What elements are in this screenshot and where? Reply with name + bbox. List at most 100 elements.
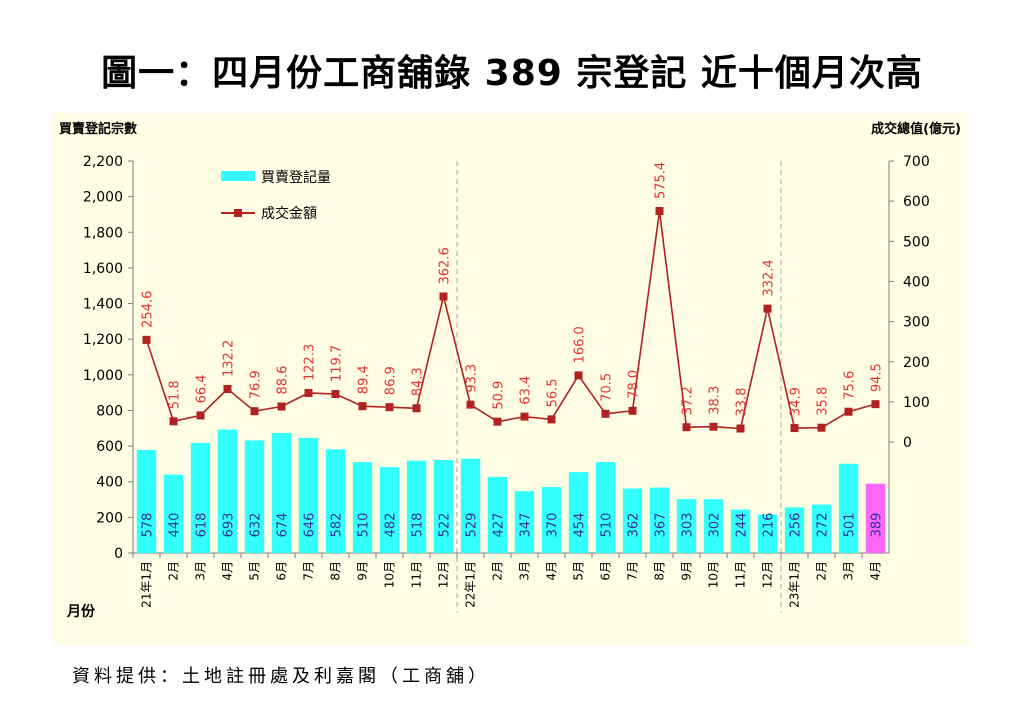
bar-value-label: 578 — [141, 513, 156, 538]
x-tick-label: 5月 — [572, 561, 586, 581]
line-value-label: 33.8 — [735, 388, 750, 417]
x-tick-label: 2月 — [491, 561, 505, 581]
bar-value-label: 632 — [249, 513, 264, 538]
line-marker — [331, 390, 340, 399]
legend-line-marker — [234, 209, 242, 217]
bar-value-label: 618 — [195, 513, 210, 538]
page-title: 圖一：四月份工商舖錄 389 宗登記 近十個月次高 — [101, 53, 923, 94]
bar — [244, 440, 265, 553]
line-value-label: 362.6 — [438, 247, 453, 284]
bar — [271, 432, 292, 553]
bar — [703, 499, 724, 553]
x-tick-label: 22年1月 — [464, 561, 478, 608]
line-marker — [196, 411, 205, 420]
bar — [136, 450, 157, 553]
bar-value-label: 362 — [627, 513, 642, 538]
y-left-tick-label: 1,800 — [83, 225, 123, 241]
line-marker — [790, 424, 799, 433]
line-marker — [169, 417, 178, 426]
bar-value-label: 646 — [303, 513, 318, 538]
x-tick-label: 2月 — [815, 561, 829, 581]
bar — [190, 442, 211, 553]
line-marker — [709, 422, 718, 431]
legend-bar-label: 買賣登記量 — [261, 169, 331, 186]
line-marker — [574, 371, 583, 380]
line-marker — [223, 385, 232, 394]
source-note: 資料提供：土地註冊處及利嘉閣（工商舖） — [72, 666, 490, 687]
bar — [730, 509, 751, 553]
y-left-tick-label: 2,200 — [83, 154, 123, 170]
line-value-label: 119.7 — [330, 345, 345, 382]
line-value-label: 63.4 — [519, 376, 534, 405]
line-value-label: 132.2 — [222, 340, 237, 377]
bar-value-label: 522 — [438, 513, 453, 538]
line-value-label: 34.9 — [789, 387, 804, 416]
line-marker — [412, 404, 421, 413]
bar — [838, 463, 859, 553]
x-tick-label: 7月 — [302, 561, 316, 581]
x-tick-label: 6月 — [275, 561, 289, 581]
line-value-label: 254.6 — [141, 291, 156, 328]
legend-bar-swatch — [221, 171, 255, 181]
x-tick-label: 11月 — [734, 561, 748, 588]
y-left-tick-label: 1,200 — [83, 332, 123, 348]
line-marker — [601, 409, 610, 418]
bar — [487, 476, 508, 553]
chart-background — [53, 113, 967, 645]
bar-value-label: 370 — [546, 513, 561, 538]
line-value-label: 78.0 — [627, 370, 642, 399]
line-value-label: 84.3 — [411, 367, 426, 396]
line-marker — [385, 403, 394, 412]
line-marker — [466, 400, 475, 409]
bar-value-label: 454 — [573, 513, 588, 538]
bar — [460, 458, 481, 553]
y-axis-left-label: 買賣登記宗數 — [59, 121, 137, 137]
line-value-label: 88.6 — [276, 366, 291, 395]
bar-value-label: 510 — [357, 513, 372, 538]
y-right-tick-label: 700 — [903, 154, 930, 170]
x-tick-label: 21年1月 — [140, 561, 154, 608]
bar-value-label: 389 — [870, 513, 885, 538]
y-left-tick-label: 400 — [96, 475, 123, 491]
bar — [676, 499, 697, 553]
line-value-label: 50.9 — [492, 381, 507, 410]
bar — [433, 459, 454, 553]
x-tick-label: 8月 — [329, 561, 343, 581]
legend-line-label: 成交金額 — [261, 205, 317, 222]
x-tick-label: 8月 — [653, 561, 667, 581]
line-value-label: 38.3 — [708, 386, 723, 415]
x-tick-label: 10月 — [383, 561, 397, 588]
y-left-tick-label: 1,400 — [83, 297, 123, 313]
line-marker — [628, 406, 637, 415]
x-tick-label: 4月 — [869, 561, 883, 581]
line-value-label: 51.8 — [168, 380, 183, 409]
line-value-label: 93.3 — [465, 364, 480, 393]
y-right-tick-label: 500 — [903, 234, 930, 250]
bar-value-label: 216 — [762, 513, 777, 538]
bar-value-label: 302 — [708, 513, 723, 538]
x-tick-label: 12月 — [761, 561, 775, 588]
bar-value-label: 510 — [600, 513, 615, 538]
bar — [649, 487, 670, 553]
line-value-label: 575.4 — [654, 162, 669, 199]
y-left-tick-label: 1,600 — [83, 261, 123, 277]
bar — [406, 460, 427, 553]
x-tick-label: 12月 — [437, 561, 451, 588]
y-right-tick-label: 300 — [903, 315, 930, 331]
line-marker — [871, 400, 880, 409]
bar — [298, 437, 319, 553]
x-tick-label: 3月 — [518, 561, 532, 581]
line-value-label: 35.8 — [816, 387, 831, 416]
bar-value-label: 427 — [492, 513, 507, 538]
bar — [541, 487, 562, 553]
line-marker — [493, 417, 502, 426]
y-left-tick-label: 200 — [96, 510, 123, 526]
line-value-label: 86.9 — [384, 366, 399, 395]
bar — [595, 462, 616, 553]
bar-value-label: 272 — [816, 513, 831, 538]
bar-value-label: 347 — [519, 513, 534, 538]
line-value-label: 166.0 — [573, 326, 588, 363]
x-tick-label: 2月 — [167, 561, 181, 581]
bar-value-label: 482 — [384, 513, 399, 538]
y-left-tick-label: 800 — [96, 403, 123, 419]
